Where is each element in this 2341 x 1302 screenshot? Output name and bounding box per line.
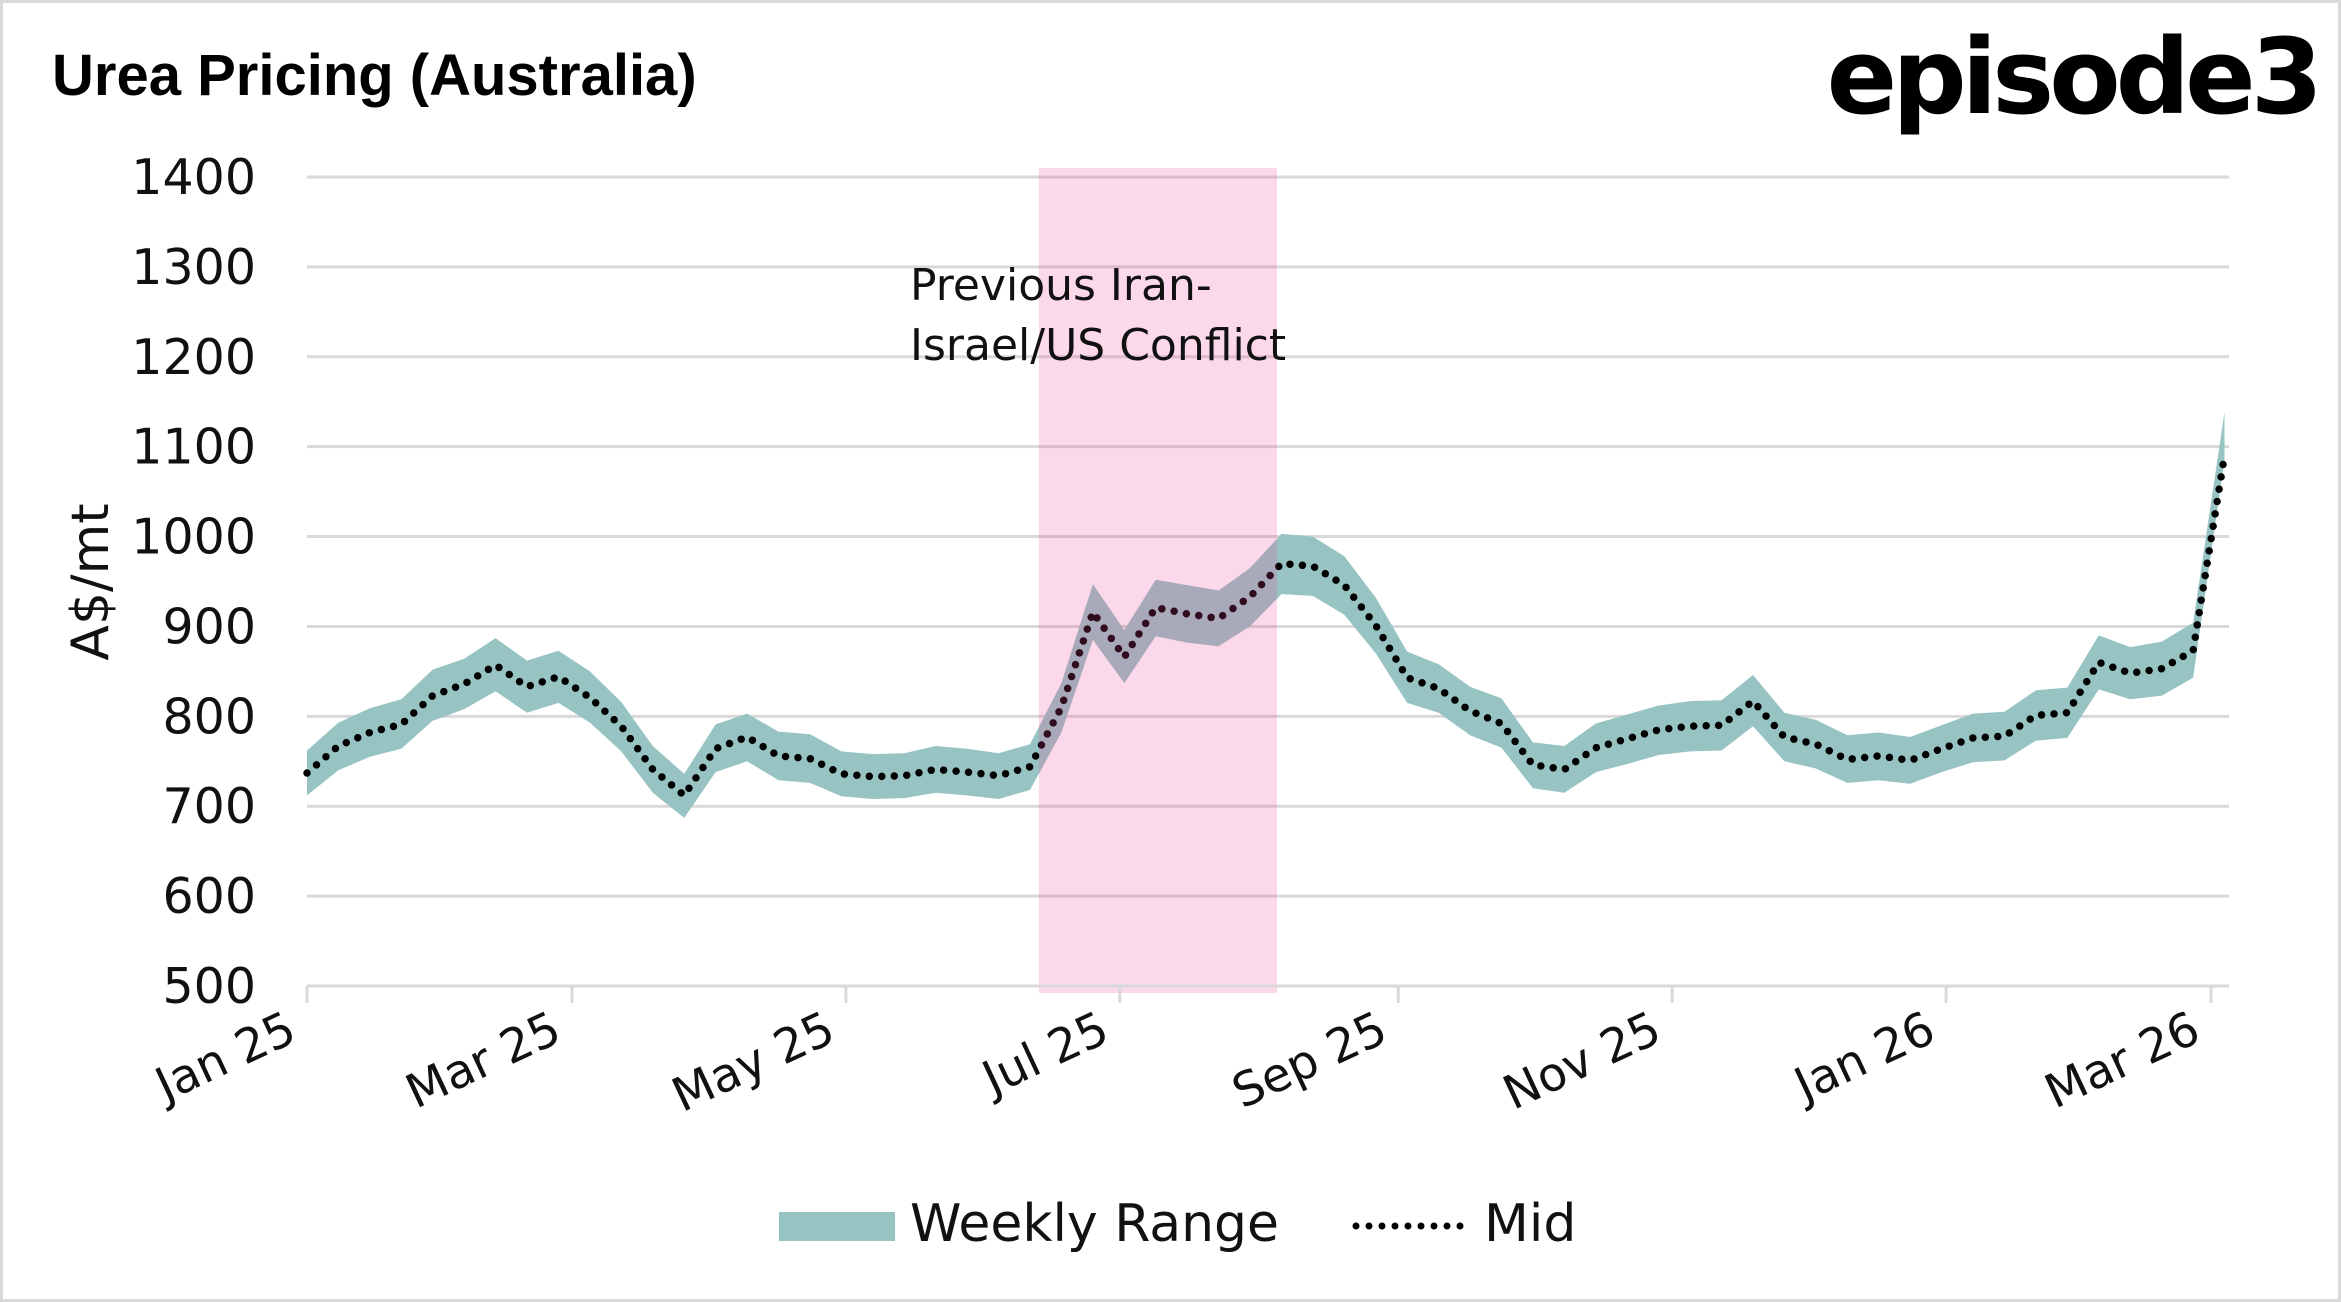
conflict-annotation: Previous Iran- Israel/US Conflict (910, 260, 1286, 371)
brand-logo: episode3 (1827, 16, 2318, 138)
x-axis: Jan 25 Mar 25 May 25 Jul 25 Sep 25 Nov 25 Jan … (145, 984, 2229, 1124)
y-tick-label: 1200 (131, 329, 256, 386)
legend-label-weekly-range: Weekly Range (910, 1194, 1279, 1254)
y-tick-label: 1000 (131, 509, 256, 566)
conflict-shaded-region (1038, 168, 1277, 993)
y-tick-label: 800 (162, 688, 256, 745)
annotation-line-2: Israel/US Conflict (910, 320, 1286, 371)
x-tick-label: May 25 (664, 1001, 843, 1124)
mid-dotted-line (303, 451, 2229, 800)
weekly-range-band (307, 412, 2225, 818)
x-tick-label: Jan 26 (1784, 1001, 1943, 1114)
y-tick-label: 1400 (131, 149, 256, 206)
conflict-region (1038, 168, 1277, 993)
y-tick-label: 900 (162, 598, 256, 655)
y-tick-label: 500 (162, 958, 256, 1015)
x-tick-label: Jan 25 (145, 1001, 304, 1114)
y-tick-label: 1300 (131, 239, 256, 296)
x-tick-label: Mar 25 (398, 1001, 569, 1120)
chart-title: Urea Pricing (Australia) (52, 43, 697, 108)
y-axis-label: A$/mt (61, 503, 121, 660)
y-tick-label: 1100 (131, 419, 256, 476)
x-tick-label: Sep 25 (1224, 1001, 1395, 1120)
y-tick-label: 600 (162, 868, 256, 925)
legend-swatch-weekly-range (779, 1212, 895, 1241)
annotation-line-1: Previous Iran- (910, 260, 1212, 311)
x-tick-label: Mar 26 (2037, 1001, 2208, 1120)
legend-label-mid: Mid (1484, 1194, 1576, 1254)
y-axis-ticks: 500 600 700 800 900 1000 1100 1200 1300 1400 (131, 149, 256, 1015)
mid-line (303, 451, 2229, 800)
weekly-range-area (307, 412, 2225, 818)
x-tick-label: Jul 25 (972, 1001, 1117, 1108)
y-tick-label: 700 (162, 778, 256, 835)
legend: Weekly Range Mid (779, 1194, 1576, 1254)
x-tick-label: Nov 25 (1495, 1001, 1669, 1121)
gridlines (307, 175, 2229, 898)
